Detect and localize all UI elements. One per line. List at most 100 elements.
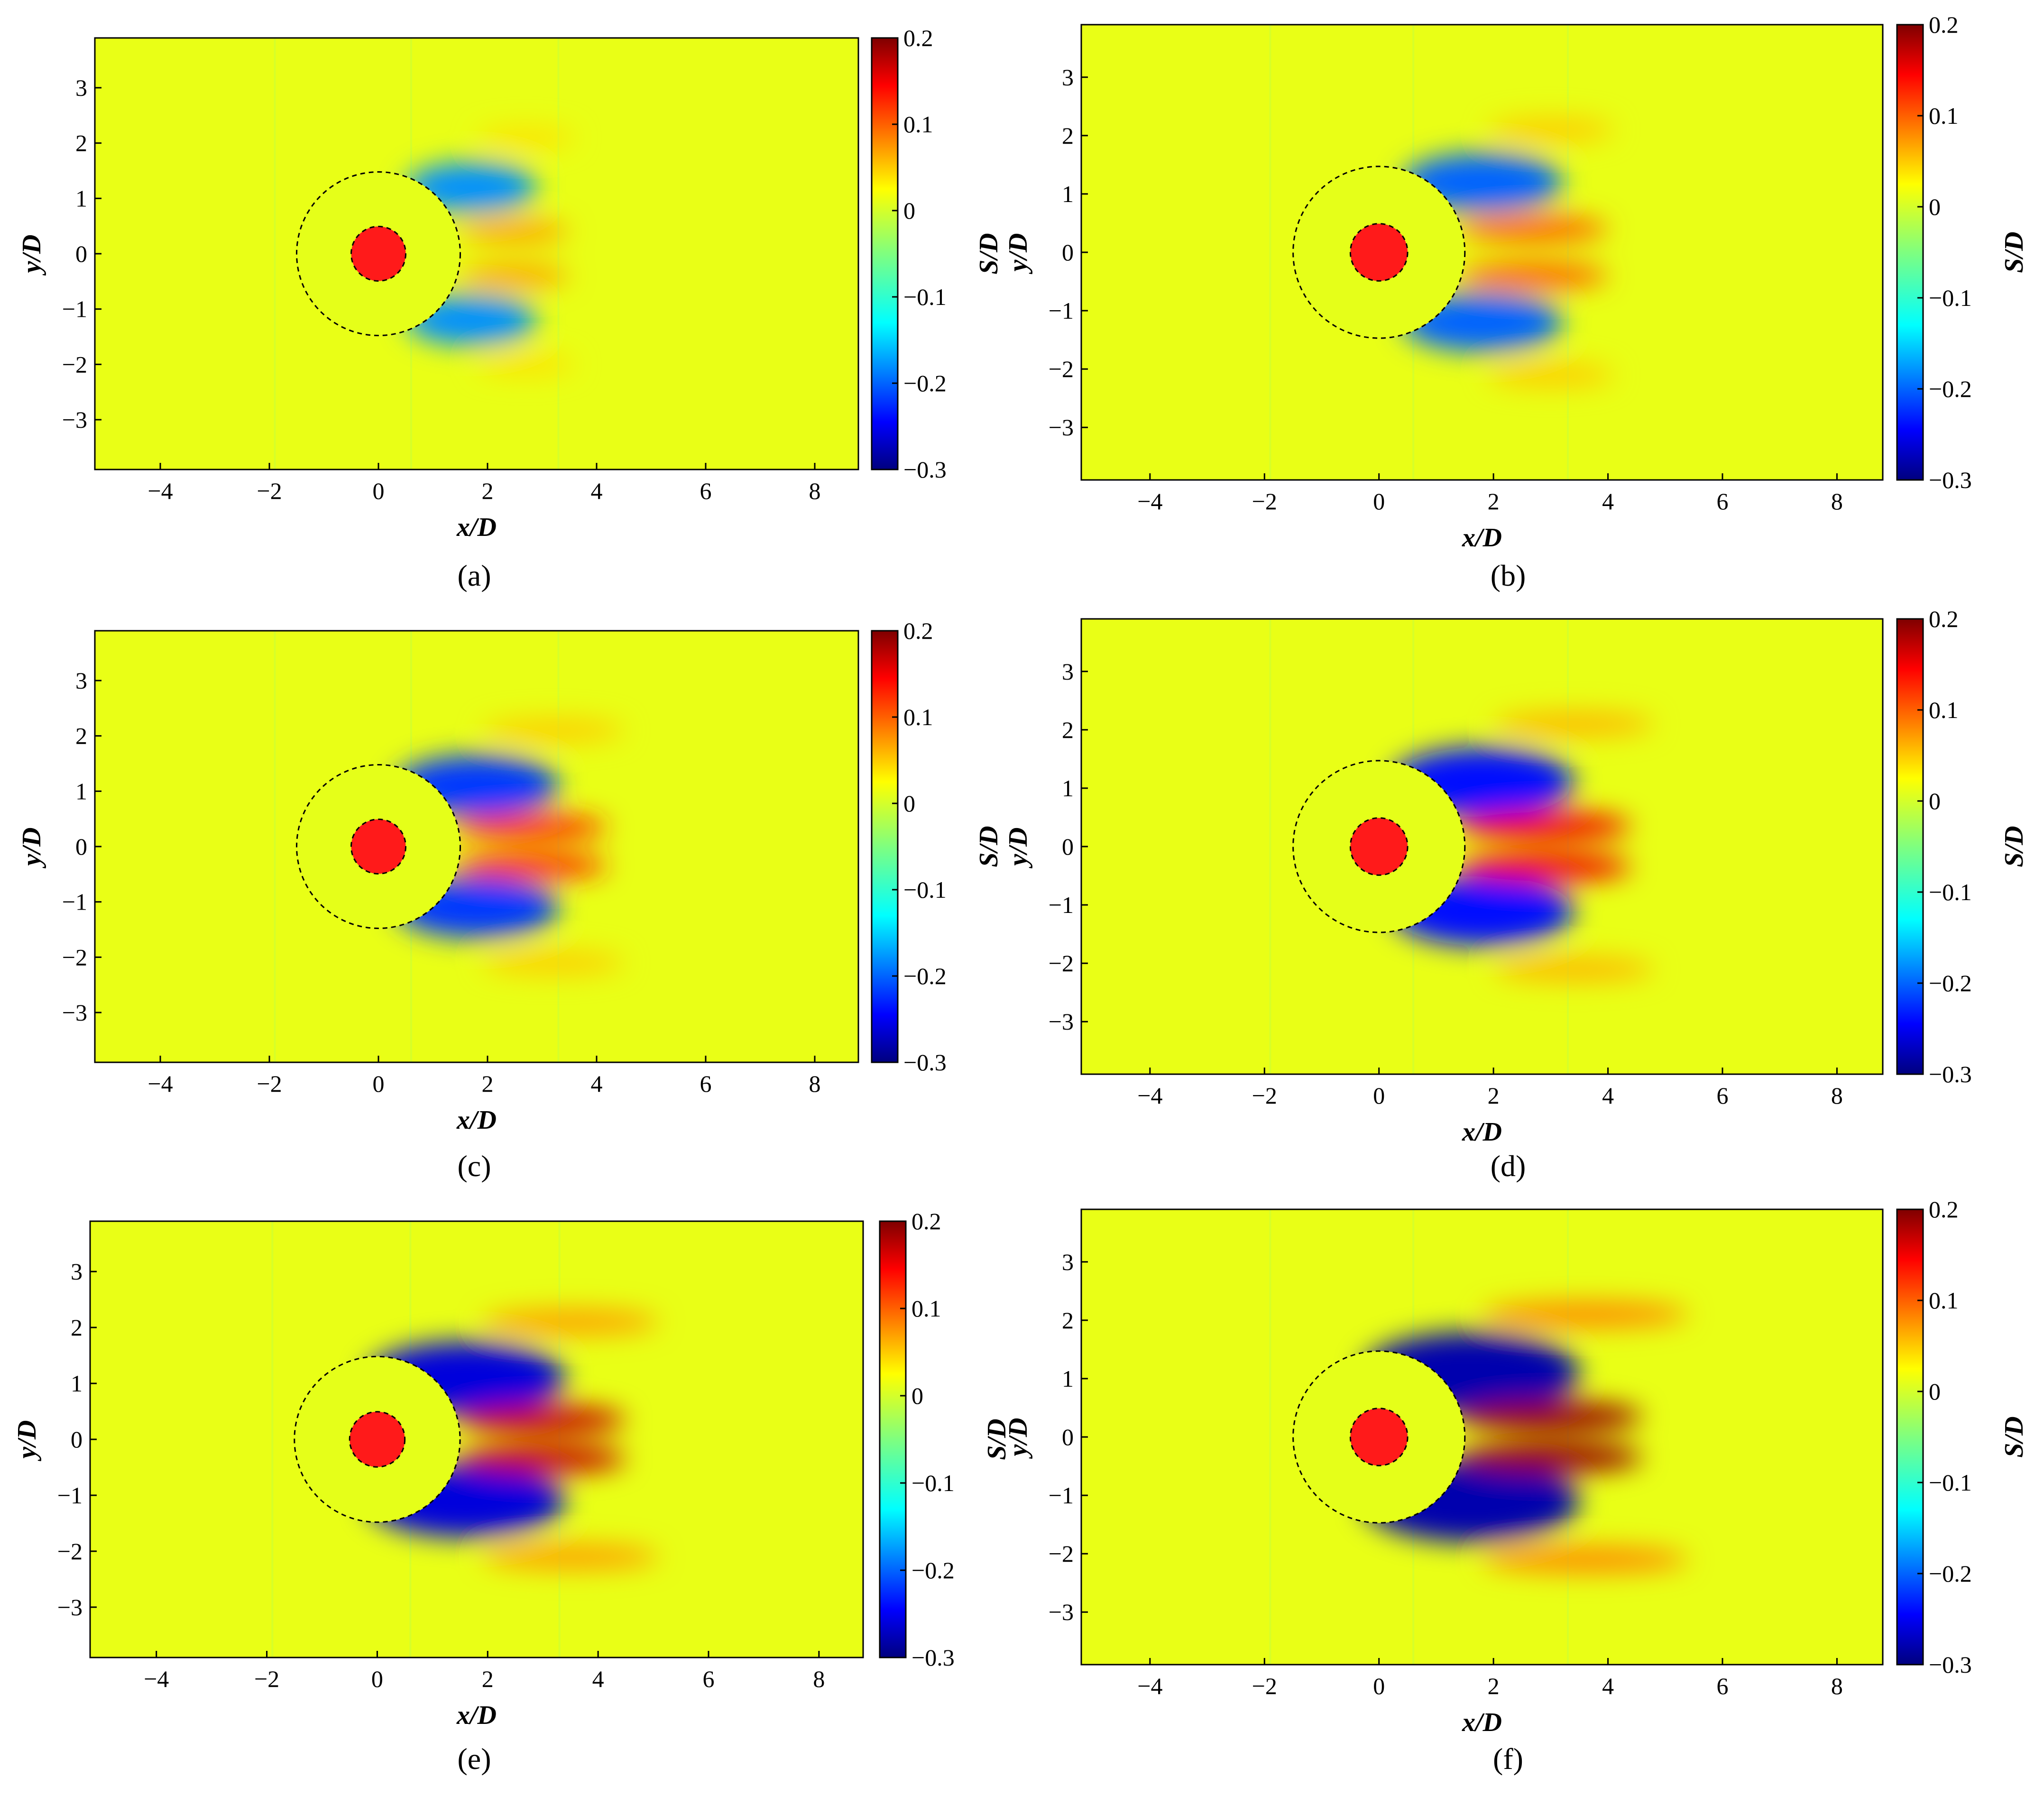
colorbar-tick-label: 0 [912, 1382, 923, 1409]
x-tick-label: −4 [1137, 1673, 1162, 1699]
colorbar-tick-label: 0.1 [1929, 697, 1959, 723]
x-axis-label: x/D [456, 1701, 497, 1730]
x-tick-label: 6 [703, 1666, 715, 1692]
colorbar-tick-label: 0.1 [1929, 102, 1959, 129]
colorbar-tick-label: −0.3 [912, 1644, 955, 1671]
colorbar [1896, 1208, 1924, 1666]
y-tick-label: 1 [71, 1370, 83, 1397]
colorbar-tick-label: −0.2 [1929, 1560, 1972, 1587]
y-tick-label: −3 [1049, 1599, 1074, 1625]
y-axis-label: y/D [1004, 1418, 1033, 1459]
y-tick-label: −2 [62, 351, 87, 378]
colorbar-tick-label: −0.1 [1929, 285, 1972, 311]
colorbar-tick-label: 0.2 [903, 617, 933, 644]
colorbar-label: S/D [982, 1418, 1012, 1460]
y-tick-label: −1 [62, 889, 87, 915]
colorbar-tick-label: 0 [1929, 193, 1941, 220]
y-tick-label: 3 [1062, 658, 1074, 685]
colorbar-tick-label: −0.3 [1929, 1061, 1972, 1087]
x-tick-label: −4 [1137, 1082, 1162, 1109]
x-tick-label: 4 [1602, 488, 1614, 515]
colorbar-tick-label: 0.2 [1929, 11, 1959, 38]
x-axis-label: x/D [1462, 523, 1502, 553]
colorbar-label: S/D [974, 826, 1004, 867]
x-tick-label: −4 [147, 478, 173, 504]
y-tick-label: −2 [1049, 1540, 1074, 1567]
field-background [1081, 25, 1883, 480]
x-tick-label: −2 [257, 478, 282, 504]
deposition-zone [1493, 712, 1654, 736]
x-tick-label: 8 [1831, 1082, 1843, 1109]
colorbar-tick-label: −0.3 [903, 1049, 947, 1076]
field-background [95, 38, 858, 470]
y-tick-label: 2 [1062, 717, 1074, 743]
x-tick-label: −2 [257, 1070, 282, 1097]
deposition-zone [460, 265, 570, 287]
colorbar [1896, 618, 1924, 1075]
y-tick-label: 1 [1062, 775, 1074, 801]
field-features [271, 1221, 659, 1658]
deposition-zone [482, 1544, 659, 1569]
panel-label: (d) [1491, 1149, 1526, 1183]
y-tick-label: −1 [1049, 297, 1074, 324]
colorbar-tick-label: −0.2 [1929, 970, 1972, 996]
y-tick-label: −3 [57, 1594, 83, 1621]
y-tick-label: −2 [57, 1538, 83, 1565]
x-tick-label: 2 [1488, 1673, 1500, 1699]
y-tick-label: 2 [1062, 1307, 1074, 1334]
panel-label: (e) [457, 1742, 491, 1776]
x-tick-label: 0 [371, 1666, 383, 1692]
colorbar-tick-label: −0.2 [912, 1557, 955, 1584]
colorbar-tick-label: −0.3 [903, 456, 947, 483]
y-tick-label: 3 [71, 1258, 83, 1285]
y-axis-label: y/D [1004, 828, 1033, 869]
y-tick-label: −1 [1049, 1482, 1074, 1509]
y-tick-label: −3 [62, 406, 87, 433]
x-tick-label: 0 [373, 478, 385, 504]
field-background [1081, 619, 1883, 1074]
deposition-zone [1459, 1401, 1642, 1432]
x-tick-label: 8 [1831, 488, 1843, 515]
deposition-zone [477, 128, 575, 147]
monopile-circle [350, 226, 406, 282]
deposition-zone [455, 854, 608, 878]
x-tick-label: 4 [591, 1070, 603, 1097]
field-features [1269, 619, 1654, 1074]
colorbar-tick-label: −0.2 [903, 963, 947, 989]
panel-e: −4 −2 0 2 4 6 8 −3 −2 −1 0 1 2 3 x/D y/D −0.3 −0.2 −0.1 0 0.… [12, 1208, 1012, 1776]
y-axis-label: y/D [17, 235, 46, 276]
y-axis-label: y/D [1004, 233, 1033, 275]
deposition-zone [1488, 363, 1614, 387]
panel-a: −4 −2 0 2 4 6 8 −3 −2 −1 0 1 2 3 x/D y/D −0.3 −0.2 −0.1 0 0.… [17, 25, 1004, 592]
colorbar-tick-label: −0.1 [903, 876, 947, 903]
y-tick-label: 0 [1062, 833, 1074, 860]
x-tick-label: −4 [1137, 488, 1162, 515]
x-tick-label: 8 [1831, 1673, 1843, 1699]
x-tick-label: 2 [1488, 1082, 1500, 1109]
deposition-zone [477, 354, 575, 375]
x-tick-label: −4 [147, 1070, 173, 1097]
field-features [274, 631, 624, 1062]
x-tick-label: 2 [482, 478, 494, 504]
monopile-circle [350, 819, 406, 875]
colorbar-tick-label: −0.2 [903, 370, 947, 396]
x-tick-label: 8 [809, 1070, 821, 1097]
y-tick-label: −1 [57, 1482, 83, 1509]
x-tick-label: 6 [700, 478, 712, 504]
colorbar-tick-label: 0 [1929, 788, 1941, 814]
y-tick-label: −2 [1049, 356, 1074, 382]
colorbar-tick-label: 0.2 [903, 25, 933, 51]
deposition-zone [1459, 1442, 1642, 1473]
colorbar-tick-label: 0.1 [912, 1295, 941, 1322]
colorbar-tick-label: −0.1 [903, 284, 947, 310]
x-tick-label: −2 [1252, 1673, 1277, 1699]
colorbar-tick-label: 0.2 [1929, 606, 1959, 632]
field-background [90, 1221, 863, 1658]
y-tick-label: 3 [75, 667, 87, 694]
x-tick-label: 6 [1717, 488, 1729, 515]
x-tick-label: 0 [373, 1070, 385, 1097]
deposition-zone [1482, 1547, 1688, 1573]
deposition-zone [1459, 216, 1608, 242]
field-background [95, 631, 858, 1062]
colorbar [1896, 24, 1924, 481]
